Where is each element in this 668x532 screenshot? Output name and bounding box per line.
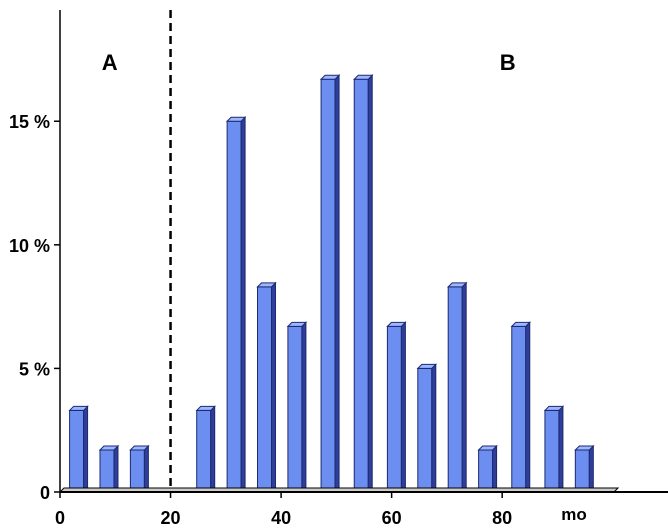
bar-side xyxy=(492,444,498,494)
bar-front xyxy=(287,325,303,493)
bar-front xyxy=(511,325,527,493)
bar xyxy=(510,321,531,494)
section-label: B xyxy=(500,50,516,75)
y-tick-label: 10 % xyxy=(9,236,50,256)
bar-front xyxy=(417,367,433,493)
bar-side xyxy=(400,321,406,494)
bar-front xyxy=(69,409,85,493)
y-axis: 0 5 % 10 % 15 % xyxy=(9,10,61,503)
bar-top xyxy=(319,74,341,80)
bar-top xyxy=(129,445,150,451)
bar-side xyxy=(525,321,531,494)
y-tick-label: 5 % xyxy=(19,359,50,379)
bar-top xyxy=(477,445,498,451)
bar xyxy=(353,74,374,494)
bar-top xyxy=(286,321,308,327)
x-axis: 0 20 40 60 80 mo xyxy=(55,487,668,528)
y-tick-label: 15 % xyxy=(9,112,50,132)
bar-side xyxy=(83,405,89,494)
bar xyxy=(477,444,498,494)
bar-side xyxy=(367,74,373,494)
bar-top xyxy=(225,116,247,122)
bar xyxy=(416,363,438,494)
bar-front xyxy=(129,449,145,493)
x-tick-label: 20 xyxy=(161,508,181,528)
bar-side xyxy=(240,116,246,494)
bar-side xyxy=(588,444,594,494)
bar-side xyxy=(301,321,307,494)
x-tick-label: 40 xyxy=(271,508,291,528)
bar xyxy=(225,116,247,494)
x-tick-label: 0 xyxy=(55,508,65,528)
bar-front xyxy=(386,325,402,493)
bar xyxy=(286,321,308,494)
bar xyxy=(68,405,89,494)
bar xyxy=(98,444,120,494)
bar-front xyxy=(99,449,115,493)
bar-top xyxy=(256,282,277,288)
x-tick-label: 60 xyxy=(382,508,402,528)
bar-side xyxy=(558,405,564,494)
bar xyxy=(386,321,407,494)
bar xyxy=(256,281,277,494)
bar-top xyxy=(543,405,565,411)
bar-top xyxy=(416,363,438,369)
bar-side xyxy=(271,281,277,494)
bar xyxy=(574,444,595,494)
bar-side xyxy=(431,363,437,494)
bar-front xyxy=(320,78,336,493)
bar-front xyxy=(353,78,369,493)
bar-front xyxy=(544,409,560,493)
bar-side xyxy=(210,405,216,494)
bar-side xyxy=(461,281,467,494)
bar xyxy=(543,405,565,494)
bar xyxy=(446,281,468,494)
bar-side xyxy=(334,74,340,494)
bar-top xyxy=(98,445,120,451)
bar xyxy=(319,74,341,494)
bar-side xyxy=(143,444,149,494)
x-unit-label: mo xyxy=(561,505,587,524)
bar-top xyxy=(68,405,89,411)
bar-side xyxy=(113,444,119,494)
bar xyxy=(129,444,150,494)
section-label: A xyxy=(102,50,118,75)
bar-top xyxy=(446,282,468,288)
bar-front xyxy=(196,409,212,493)
bar-top xyxy=(510,321,531,327)
x-tick-label: 80 xyxy=(492,508,512,528)
bar-top xyxy=(574,445,595,451)
bar-front xyxy=(478,449,494,493)
bars xyxy=(68,74,595,494)
bar xyxy=(195,405,216,494)
bar-front xyxy=(574,449,590,493)
bar-top xyxy=(195,405,216,411)
bar-top xyxy=(353,74,374,80)
bar-front xyxy=(257,286,273,493)
bar-front xyxy=(447,286,463,493)
y-tick-label: 0 xyxy=(40,483,50,503)
bar-front xyxy=(226,120,242,493)
bar-top xyxy=(386,321,407,327)
